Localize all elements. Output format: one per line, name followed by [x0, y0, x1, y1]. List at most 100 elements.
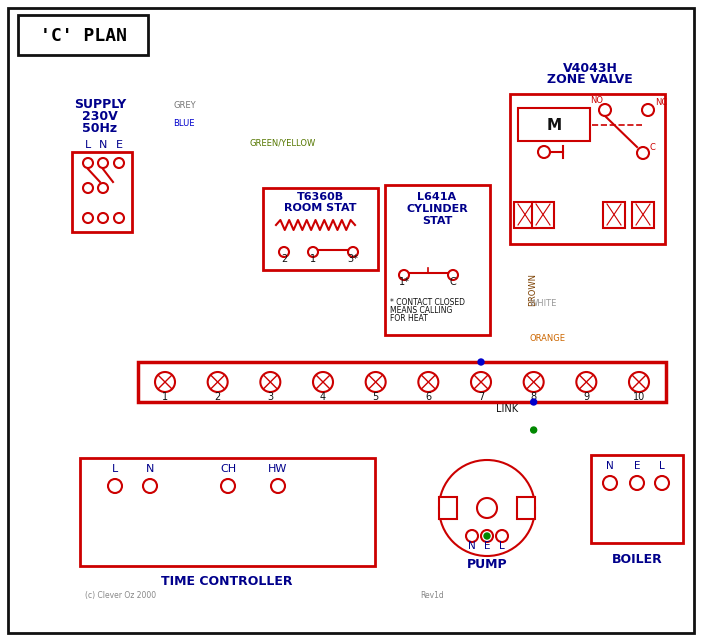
Text: NC: NC: [655, 98, 667, 107]
FancyBboxPatch shape: [510, 94, 665, 244]
Circle shape: [260, 372, 280, 392]
Text: N: N: [99, 140, 107, 150]
Circle shape: [637, 147, 649, 159]
Circle shape: [484, 533, 490, 539]
FancyBboxPatch shape: [263, 188, 378, 270]
Text: 3: 3: [267, 392, 273, 402]
Text: L: L: [499, 541, 505, 551]
Circle shape: [478, 359, 484, 365]
Text: L641A: L641A: [418, 192, 456, 202]
Circle shape: [313, 372, 333, 392]
Text: L: L: [659, 461, 665, 471]
Text: E: E: [116, 140, 123, 150]
Text: 230V: 230V: [82, 110, 118, 123]
Text: HW: HW: [268, 464, 288, 474]
Text: 4: 4: [320, 392, 326, 402]
Text: ROOM STAT: ROOM STAT: [284, 203, 356, 213]
Text: (c) Clever Oz 2000: (c) Clever Oz 2000: [85, 591, 156, 600]
FancyBboxPatch shape: [603, 202, 625, 228]
Text: TIME CONTROLLER: TIME CONTROLLER: [161, 575, 293, 588]
Text: LINK: LINK: [496, 404, 518, 414]
Text: 1: 1: [310, 254, 316, 264]
Circle shape: [576, 372, 596, 392]
Text: BROWN: BROWN: [528, 274, 537, 306]
Circle shape: [114, 158, 124, 168]
Text: 1*: 1*: [399, 277, 409, 287]
Circle shape: [155, 372, 175, 392]
Text: N: N: [146, 464, 154, 474]
Text: V4043H: V4043H: [562, 62, 618, 75]
Text: WHITE: WHITE: [530, 299, 557, 308]
Text: SUPPLY: SUPPLY: [74, 98, 126, 111]
FancyBboxPatch shape: [591, 455, 683, 543]
Text: 3*: 3*: [347, 254, 359, 264]
Text: 2: 2: [281, 254, 287, 264]
Circle shape: [481, 530, 493, 542]
Text: L: L: [85, 140, 91, 150]
Circle shape: [98, 213, 108, 223]
Circle shape: [471, 372, 491, 392]
Circle shape: [271, 479, 285, 493]
Text: 5: 5: [373, 392, 379, 402]
Circle shape: [538, 146, 550, 158]
Text: STAT: STAT: [422, 216, 452, 226]
Text: FOR HEAT: FOR HEAT: [390, 314, 428, 323]
Text: 6: 6: [425, 392, 432, 402]
FancyBboxPatch shape: [517, 497, 535, 519]
Circle shape: [418, 372, 438, 392]
Circle shape: [208, 372, 227, 392]
Circle shape: [642, 104, 654, 116]
Circle shape: [83, 213, 93, 223]
Text: GREEN/YELLOW: GREEN/YELLOW: [250, 139, 316, 148]
FancyBboxPatch shape: [385, 185, 490, 335]
Text: 7: 7: [478, 392, 484, 402]
Circle shape: [279, 247, 289, 257]
FancyBboxPatch shape: [632, 202, 654, 228]
FancyBboxPatch shape: [518, 108, 590, 141]
Circle shape: [98, 183, 108, 193]
Circle shape: [221, 479, 235, 493]
Circle shape: [531, 427, 536, 433]
Text: 9: 9: [583, 392, 590, 402]
Circle shape: [496, 530, 508, 542]
Text: M: M: [546, 117, 562, 133]
Circle shape: [466, 530, 478, 542]
Text: 8: 8: [531, 392, 537, 402]
Text: * CONTACT CLOSED: * CONTACT CLOSED: [390, 298, 465, 307]
Text: 1: 1: [162, 392, 168, 402]
Circle shape: [114, 213, 124, 223]
Text: E: E: [634, 461, 640, 471]
Circle shape: [524, 372, 543, 392]
Text: CH: CH: [220, 464, 236, 474]
Circle shape: [143, 479, 157, 493]
Circle shape: [629, 372, 649, 392]
Text: N: N: [606, 461, 614, 471]
Circle shape: [477, 498, 497, 518]
Text: 50Hz: 50Hz: [82, 122, 117, 135]
Text: GREY: GREY: [173, 101, 196, 110]
Circle shape: [83, 183, 93, 193]
Text: 10: 10: [633, 392, 645, 402]
Circle shape: [98, 158, 108, 168]
FancyBboxPatch shape: [138, 362, 666, 402]
Circle shape: [366, 372, 385, 392]
Circle shape: [630, 476, 644, 490]
Text: Rev1d: Rev1d: [420, 591, 444, 600]
Text: E: E: [484, 541, 490, 551]
Circle shape: [348, 247, 358, 257]
Circle shape: [599, 104, 611, 116]
FancyBboxPatch shape: [8, 8, 694, 633]
Circle shape: [399, 270, 409, 280]
FancyBboxPatch shape: [514, 202, 536, 228]
FancyBboxPatch shape: [439, 497, 457, 519]
Text: NO: NO: [590, 96, 604, 105]
Text: C: C: [650, 143, 656, 152]
FancyBboxPatch shape: [532, 202, 554, 228]
FancyBboxPatch shape: [72, 152, 132, 232]
Text: BLUE: BLUE: [173, 119, 194, 128]
Text: CYLINDER: CYLINDER: [406, 204, 468, 214]
Circle shape: [531, 399, 536, 405]
Circle shape: [448, 270, 458, 280]
Text: BOILER: BOILER: [611, 553, 663, 566]
Text: ORANGE: ORANGE: [530, 334, 566, 343]
